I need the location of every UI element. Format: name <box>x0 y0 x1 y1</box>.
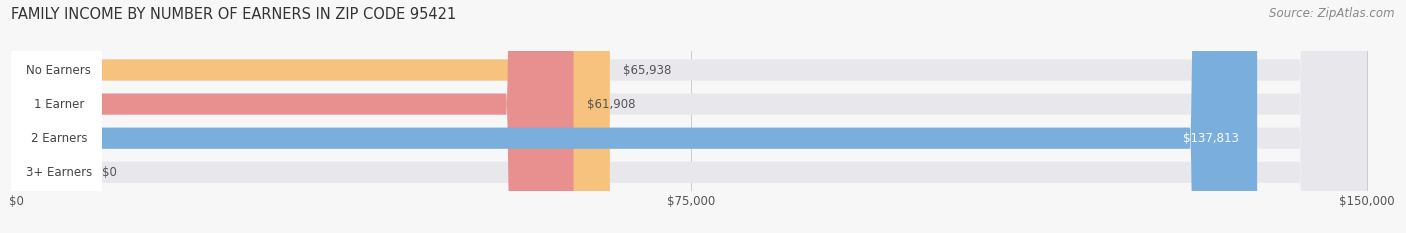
FancyBboxPatch shape <box>15 0 1367 233</box>
FancyBboxPatch shape <box>11 0 101 233</box>
Text: 2 Earners: 2 Earners <box>31 132 87 145</box>
Text: FAMILY INCOME BY NUMBER OF EARNERS IN ZIP CODE 95421: FAMILY INCOME BY NUMBER OF EARNERS IN ZI… <box>11 7 457 22</box>
FancyBboxPatch shape <box>15 0 574 233</box>
FancyBboxPatch shape <box>15 0 1367 233</box>
FancyBboxPatch shape <box>11 0 101 233</box>
FancyBboxPatch shape <box>15 0 89 233</box>
Text: $137,813: $137,813 <box>1184 132 1239 145</box>
Text: Source: ZipAtlas.com: Source: ZipAtlas.com <box>1270 7 1395 20</box>
Text: $61,908: $61,908 <box>588 98 636 111</box>
Text: No Earners: No Earners <box>27 64 91 76</box>
Text: $65,938: $65,938 <box>623 64 672 76</box>
FancyBboxPatch shape <box>15 0 1367 233</box>
Text: 3+ Earners: 3+ Earners <box>25 166 91 179</box>
Text: 1 Earner: 1 Earner <box>34 98 84 111</box>
FancyBboxPatch shape <box>15 0 1367 233</box>
FancyBboxPatch shape <box>11 0 101 233</box>
FancyBboxPatch shape <box>11 0 101 233</box>
FancyBboxPatch shape <box>15 0 1257 233</box>
Text: $0: $0 <box>101 166 117 179</box>
FancyBboxPatch shape <box>15 0 610 233</box>
